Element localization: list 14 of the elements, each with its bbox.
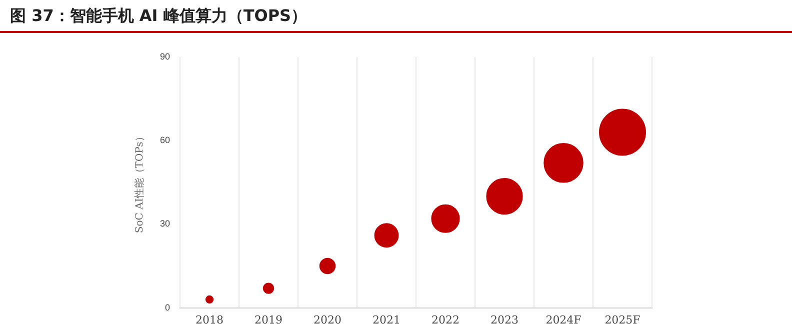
- x-tick-label: 2024F: [546, 313, 582, 326]
- y-tick-label: 0: [164, 302, 170, 312]
- chart-title: 图 37：智能手机 AI 峰值算力（TOPS）: [0, 0, 792, 33]
- x-tick-label: 2023: [490, 313, 519, 326]
- x-tick-label: 2018: [196, 313, 224, 326]
- x-tick-label: 2020: [314, 313, 342, 326]
- x-tick-label: 2025F: [604, 313, 641, 326]
- y-tick-label: 30: [160, 218, 170, 229]
- x-tick-label: 2019: [254, 313, 283, 326]
- x-tick-label: 2021: [372, 313, 401, 326]
- x-tick-label: 2022: [432, 313, 460, 326]
- y-axis-title: SoC AI性能（TOPs）: [134, 132, 146, 234]
- y-tick-label: 90: [160, 51, 170, 62]
- y-tick-label: 60: [160, 135, 170, 146]
